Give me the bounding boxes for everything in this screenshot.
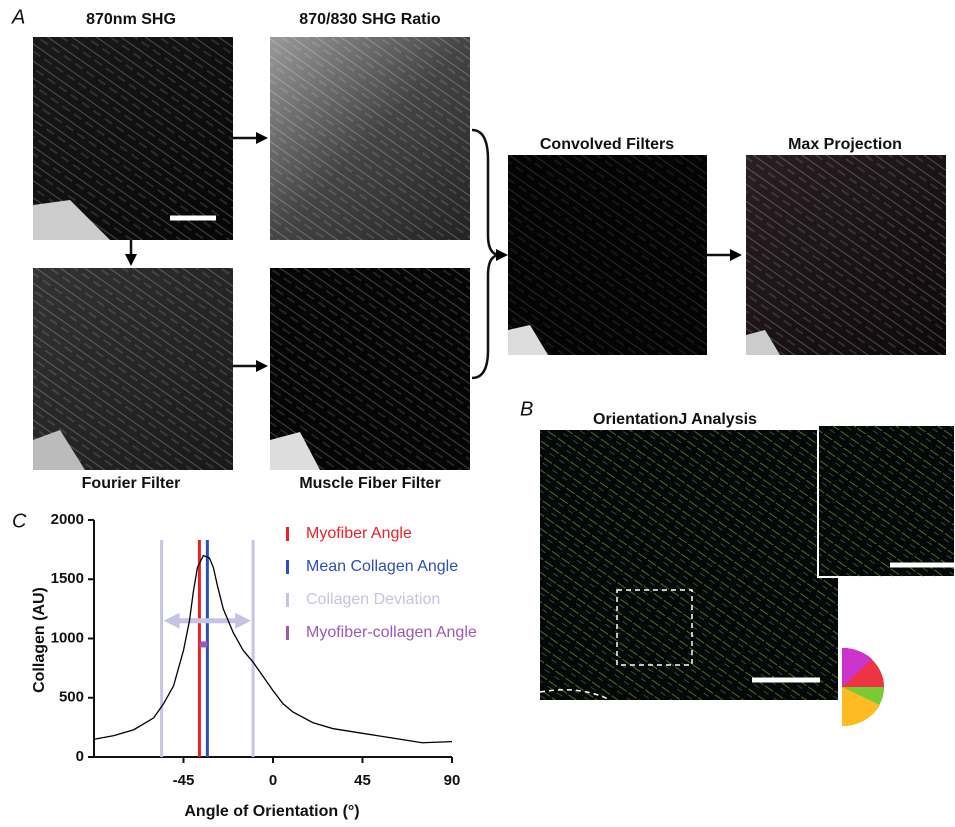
image-convolved: [508, 155, 707, 355]
image-max: [746, 155, 946, 355]
image-title: 870nm SHG: [86, 11, 176, 28]
x-tick-label: 90: [444, 772, 461, 789]
y-tick-label: 1000: [51, 629, 84, 646]
chart: Collagen (AU) Angle of Orientation (°) 0…: [31, 511, 477, 820]
image-title: 870/830 SHG Ratio: [299, 11, 441, 28]
x-axis-label: Angle of Orientation (°): [184, 803, 359, 820]
y-axis-label: Collagen (AU): [31, 587, 48, 693]
y-tick-label: 500: [59, 689, 84, 706]
legend-label: Myofiber Angle: [306, 525, 412, 542]
image-title: Max Projection: [788, 136, 902, 153]
legend-label: Mean Collagen Angle: [306, 558, 458, 575]
image-title: Fourier Filter: [82, 475, 181, 492]
legend-marker: [286, 593, 289, 607]
arrow-head: [235, 612, 252, 629]
x-tick-label: -45: [173, 772, 195, 789]
image-title: OrientationJ Analysis: [593, 411, 757, 428]
legend-label: Myofiber-collagen Angle: [306, 624, 477, 641]
arrows: [125, 128, 742, 380]
legend-label: Collagen Deviation: [306, 591, 440, 608]
data-line: [93, 554, 453, 744]
panel-label: A: [11, 6, 25, 28]
image-orientationj: [539, 424, 955, 727]
legend-marker: [286, 626, 289, 640]
panel-label: C: [12, 510, 27, 532]
angle-marker: [199, 641, 208, 648]
y-tick-label: 0: [76, 748, 84, 765]
image-title: Convolved Filters: [540, 136, 674, 153]
y-tick-label: 2000: [51, 511, 84, 528]
arrow-head: [163, 612, 180, 629]
image-fourier: [33, 268, 233, 470]
panel-label: B: [520, 398, 533, 420]
legend-marker: [286, 527, 289, 541]
x-tick-label: 45: [354, 772, 371, 789]
image-title: Muscle Fiber Filter: [299, 475, 440, 492]
image-870nm: [33, 37, 233, 240]
image-ratio: [270, 37, 470, 240]
image-muscle: [270, 268, 470, 470]
legend-marker: [286, 560, 289, 574]
x-tick-label: 0: [269, 772, 277, 789]
y-tick-label: 1500: [51, 570, 84, 587]
